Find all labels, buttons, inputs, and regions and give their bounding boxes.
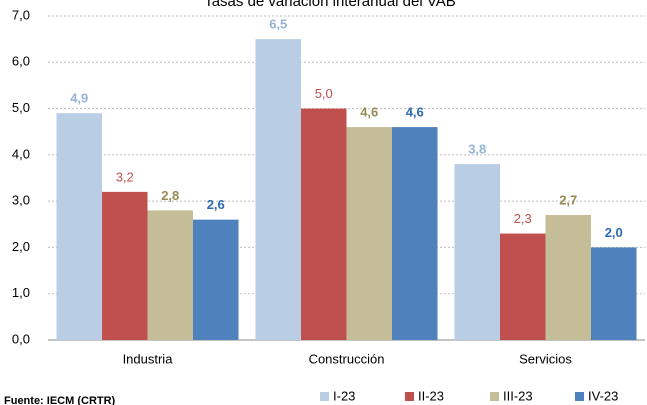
value-label: 3,8 — [468, 142, 486, 157]
value-label: 4,9 — [70, 91, 88, 106]
bar — [193, 219, 239, 340]
legend-swatch — [490, 392, 499, 401]
bar — [102, 191, 148, 340]
value-label: 5,0 — [315, 86, 333, 101]
bar — [392, 127, 438, 340]
bar — [301, 108, 347, 340]
x-tick-label: Construcción — [309, 351, 385, 366]
bar — [346, 127, 392, 340]
bar — [591, 247, 637, 340]
source: Fuente: IECM (CRTR) — [4, 395, 116, 405]
value-label: 2,7 — [559, 192, 577, 207]
value-label: 2,8 — [161, 188, 179, 203]
value-label: 6,5 — [269, 17, 287, 32]
bar — [545, 215, 591, 340]
legend-label: I-23 — [333, 388, 355, 403]
value-label: 4,6 — [406, 105, 424, 120]
y-tick-label: 5,0 — [12, 100, 30, 115]
value-label: 2,0 — [605, 225, 623, 240]
y-tick-label: 6,0 — [12, 54, 30, 69]
y-tick-label: 0,0 — [12, 331, 30, 346]
y-tick-label: 1,0 — [12, 285, 30, 300]
bar — [56, 113, 102, 340]
legend-swatch — [320, 392, 329, 401]
legend-label: IV-23 — [588, 388, 618, 403]
value-label: 2,3 — [514, 211, 532, 226]
legend-swatch — [575, 392, 584, 401]
bar — [147, 210, 193, 340]
x-tick-label: Industria — [123, 351, 174, 366]
value-label: 4,6 — [360, 105, 378, 120]
legend-swatch — [405, 392, 414, 401]
y-tick-label: 4,0 — [12, 146, 30, 161]
chart-title: Tasas de variación interanual del VAB — [204, 0, 456, 10]
bar — [255, 39, 301, 341]
bar — [454, 164, 500, 340]
y-tick-label: 7,0 — [12, 7, 30, 22]
legend-label: III-23 — [503, 388, 533, 403]
y-tick-label: 3,0 — [12, 193, 30, 208]
bar — [500, 233, 546, 340]
value-label: 2,6 — [207, 197, 225, 212]
x-tick-label: Servicios — [519, 351, 572, 366]
legend-label: II-23 — [418, 388, 444, 403]
value-label: 3,2 — [116, 169, 134, 184]
y-tick-label: 2,0 — [12, 239, 30, 254]
